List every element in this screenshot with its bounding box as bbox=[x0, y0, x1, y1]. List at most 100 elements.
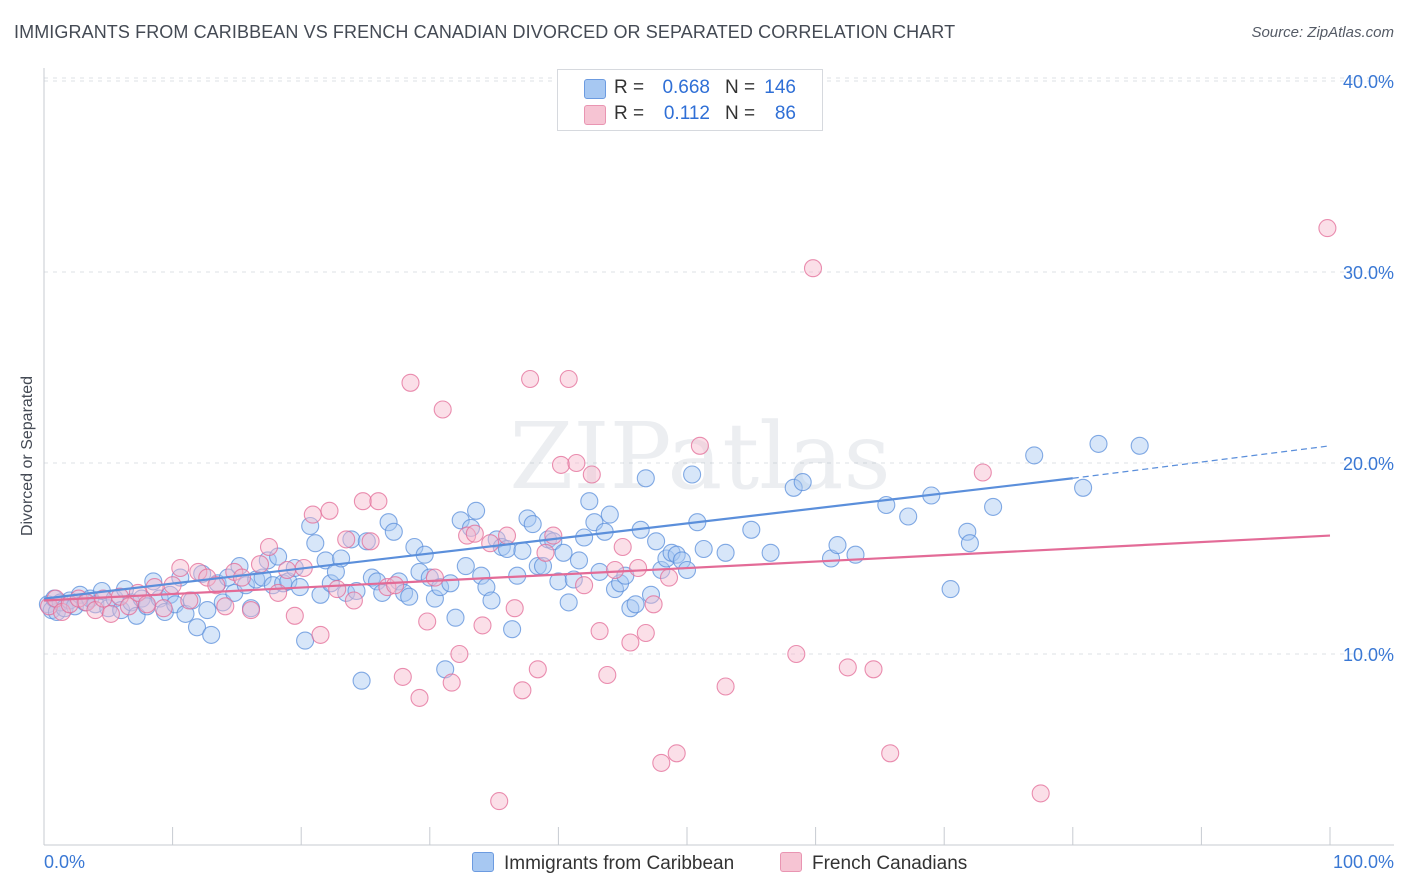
point-french-canadian bbox=[803, 259, 823, 278]
point-french-canadian bbox=[137, 595, 156, 614]
point-french-canadian bbox=[1031, 784, 1050, 803]
y-tick-label: 10.0% bbox=[1342, 645, 1394, 665]
trendline-french-canadian bbox=[43, 534, 1331, 602]
point-caribbean bbox=[899, 507, 918, 526]
point-french-canadian bbox=[320, 501, 339, 520]
point-french-canadian bbox=[250, 555, 270, 574]
point-french-canadian bbox=[838, 658, 857, 677]
point-french-canadian bbox=[667, 744, 686, 763]
point-french-canadian bbox=[590, 622, 609, 641]
point-caribbean bbox=[958, 522, 977, 541]
data-points bbox=[38, 219, 1337, 811]
point-french-canadian bbox=[285, 606, 304, 625]
point-caribbean bbox=[960, 534, 979, 553]
x-tick-label-max: 100.0% bbox=[1332, 852, 1394, 872]
point-french-canadian bbox=[353, 492, 372, 511]
point-french-canadian bbox=[636, 623, 655, 643]
point-french-canadian bbox=[575, 576, 594, 595]
point-caribbean bbox=[569, 551, 589, 570]
point-french-canadian bbox=[433, 400, 452, 419]
point-french-canadian bbox=[269, 583, 288, 602]
point-french-canadian bbox=[864, 660, 883, 679]
point-caribbean bbox=[467, 501, 486, 520]
point-french-canadian bbox=[787, 644, 806, 664]
point-caribbean bbox=[187, 618, 207, 637]
point-caribbean bbox=[1089, 434, 1108, 453]
point-caribbean bbox=[296, 631, 315, 650]
point-french-canadian bbox=[410, 688, 429, 707]
watermark-text: ZIPatlas bbox=[509, 403, 890, 510]
point-caribbean bbox=[683, 465, 702, 484]
legend-swatch-french-canadian bbox=[584, 105, 606, 125]
point-caribbean bbox=[564, 570, 583, 589]
point-french-canadian bbox=[450, 644, 469, 664]
point-french-canadian bbox=[154, 599, 173, 618]
point-french-canadian bbox=[481, 534, 500, 553]
bottom-legend-swatch-french-canadian bbox=[780, 852, 802, 872]
point-caribbean bbox=[941, 580, 960, 599]
point-french-canadian bbox=[418, 612, 437, 631]
point-caribbean bbox=[441, 574, 460, 593]
point-french-canadian bbox=[241, 601, 261, 620]
point-french-canadian bbox=[652, 753, 671, 772]
bottom-legend-swatch-caribbean bbox=[472, 852, 494, 872]
point-french-canadian bbox=[171, 558, 190, 578]
point-french-canadian bbox=[559, 369, 578, 389]
y-tick-label: 20.0% bbox=[1342, 454, 1394, 474]
point-caribbean bbox=[523, 515, 542, 534]
point-caribbean bbox=[301, 516, 320, 536]
point-french-canadian bbox=[311, 625, 330, 644]
point-caribbean bbox=[456, 557, 475, 576]
point-caribbean bbox=[451, 511, 470, 530]
point-french-canadian bbox=[425, 568, 444, 587]
point-caribbean bbox=[605, 580, 625, 599]
point-caribbean bbox=[984, 497, 1003, 516]
point-caribbean bbox=[1130, 436, 1149, 455]
trendline-caribbean-extension bbox=[1072, 445, 1331, 479]
point-french-canadian bbox=[544, 526, 563, 545]
chart-title: IMMIGRANTS FROM CARIBBEAN VS FRENCH CANA… bbox=[14, 22, 956, 42]
point-caribbean bbox=[636, 469, 655, 488]
point-french-canadian bbox=[551, 455, 571, 474]
point-caribbean bbox=[549, 572, 568, 591]
watermark: ZIPatlas bbox=[509, 403, 890, 510]
point-caribbean bbox=[784, 478, 803, 497]
point-french-canadian bbox=[605, 560, 625, 580]
point-caribbean bbox=[716, 543, 735, 562]
point-caribbean bbox=[518, 509, 537, 528]
point-french-canadian bbox=[442, 673, 461, 692]
point-caribbean bbox=[580, 492, 599, 511]
point-caribbean bbox=[793, 473, 812, 492]
point-caribbean bbox=[472, 566, 491, 585]
legend-n-value: 86 bbox=[774, 103, 796, 124]
point-french-canadian bbox=[401, 373, 420, 392]
point-french-canadian bbox=[644, 595, 663, 614]
point-french-canadian bbox=[328, 580, 347, 599]
point-french-canadian bbox=[216, 597, 235, 616]
point-caribbean bbox=[694, 539, 713, 559]
axes bbox=[43, 68, 1394, 846]
legend-r-label: R = bbox=[614, 77, 645, 98]
x-tick-label-min: 0.0% bbox=[44, 852, 86, 872]
point-french-canadian bbox=[513, 681, 532, 700]
point-french-canadian bbox=[716, 677, 735, 696]
point-caribbean bbox=[503, 620, 522, 639]
point-french-canadian bbox=[303, 505, 322, 524]
legend-r-value: 0.112 bbox=[663, 103, 710, 124]
legend-n-label: N = bbox=[725, 77, 756, 98]
bottom-legend-caribbean: Immigrants from Caribbean bbox=[472, 852, 734, 878]
point-french-canadian bbox=[344, 591, 363, 610]
point-caribbean bbox=[306, 534, 325, 553]
point-caribbean bbox=[828, 536, 847, 555]
point-french-canadian bbox=[369, 492, 388, 511]
point-french-canadian bbox=[497, 526, 517, 545]
point-french-canadian bbox=[473, 616, 492, 635]
point-french-canadian bbox=[613, 537, 632, 557]
point-french-canadian bbox=[465, 524, 484, 543]
point-french-canadian bbox=[629, 558, 648, 578]
chart-source: Source: ZipAtlas.com bbox=[1251, 24, 1394, 41]
y-tick-label: 30.0% bbox=[1342, 263, 1394, 283]
point-caribbean bbox=[400, 587, 419, 606]
point-caribbean bbox=[379, 513, 398, 532]
